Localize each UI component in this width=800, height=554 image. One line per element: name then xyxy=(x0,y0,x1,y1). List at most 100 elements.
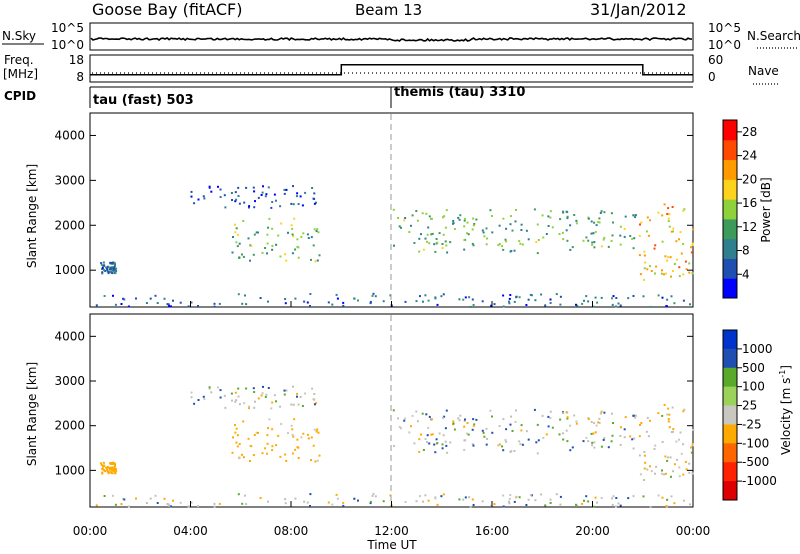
power-cell xyxy=(115,270,118,272)
power-cell xyxy=(291,233,294,236)
power-cell xyxy=(514,220,517,223)
velocity-cell xyxy=(102,464,104,467)
power-cell xyxy=(392,208,395,211)
power-cell xyxy=(235,227,238,230)
power-cell xyxy=(607,245,610,248)
velocity-cell xyxy=(419,495,421,498)
power-cell xyxy=(427,226,430,229)
freq-unit: [MHz] xyxy=(3,67,38,81)
velocity-cell xyxy=(149,497,152,500)
power-cell xyxy=(555,293,558,296)
velocity-cell xyxy=(217,386,219,389)
velocity-cell xyxy=(234,424,236,427)
velocity-cell xyxy=(673,502,676,505)
power-cell xyxy=(440,295,443,298)
velocity-colorbar-label: -500 xyxy=(742,455,769,469)
power-cell xyxy=(675,240,678,243)
power-cell xyxy=(252,186,255,189)
velocity-cell xyxy=(271,445,274,448)
power-cell xyxy=(353,297,356,300)
power-colorbar-segment xyxy=(723,139,737,161)
velocity-cell xyxy=(242,456,245,459)
power-cell xyxy=(301,204,304,207)
velocity-cell xyxy=(649,506,652,508)
power-cell xyxy=(104,269,107,272)
velocity-cell xyxy=(508,497,511,500)
velocity-cell xyxy=(250,445,253,448)
velocity-cell xyxy=(241,453,243,456)
velocity-cell xyxy=(466,422,469,424)
velocity-cell xyxy=(634,414,637,417)
velocity-cell xyxy=(650,470,653,473)
power-cell xyxy=(464,296,467,299)
power-cell xyxy=(673,263,676,265)
velocity-cell xyxy=(485,427,488,430)
velocity-cell xyxy=(252,454,255,456)
power-cell xyxy=(533,208,536,211)
power-cell xyxy=(481,300,484,303)
date-title: 31/Jan/2012 xyxy=(590,0,687,19)
power-cell xyxy=(248,206,250,209)
velocity-ytick-label: 3000 xyxy=(54,374,85,388)
velocity-cell xyxy=(213,502,216,505)
power-cell xyxy=(667,220,670,223)
velocity-cell xyxy=(426,434,429,437)
power-cell xyxy=(645,230,648,233)
power-cell xyxy=(413,242,416,244)
velocity-cell xyxy=(623,428,626,431)
velocity-cell xyxy=(299,396,302,398)
velocity-cell xyxy=(661,414,664,417)
power-colorbar-segment xyxy=(723,179,737,200)
power-cell xyxy=(120,303,123,305)
nsearch-tick-bottom: 10^0 xyxy=(708,38,741,52)
velocity-cell xyxy=(438,432,441,435)
power-cell xyxy=(264,247,267,249)
power-colorbar-segment xyxy=(723,199,737,220)
power-cell xyxy=(654,272,656,275)
velocity-cell xyxy=(457,417,460,420)
power-cell xyxy=(411,214,414,217)
power-cell xyxy=(166,303,169,306)
power-cell xyxy=(408,231,411,233)
velocity-cell xyxy=(549,502,552,504)
power-cell xyxy=(529,293,532,296)
power-cell xyxy=(610,239,613,242)
velocity-cell xyxy=(441,447,444,450)
power-colorbar-segment xyxy=(723,159,737,180)
velocity-cell xyxy=(629,435,632,438)
power-cell xyxy=(537,239,540,241)
velocity-cell xyxy=(106,469,109,472)
power-cell xyxy=(685,268,688,271)
power-colorbar-label: 28 xyxy=(742,125,757,139)
velocity-cell xyxy=(253,406,256,409)
power-cell xyxy=(271,248,274,251)
power-colorbar-label: 8 xyxy=(742,244,750,258)
velocity-cell xyxy=(331,503,334,506)
power-colorbar-label: 16 xyxy=(742,196,757,210)
power-cell xyxy=(497,244,500,247)
power-cell xyxy=(566,215,569,218)
power-cell xyxy=(664,255,667,258)
velocity-cell xyxy=(520,424,523,427)
power-cell xyxy=(463,239,466,242)
velocity-cell xyxy=(458,498,461,501)
power-cell xyxy=(647,234,650,237)
velocity-cell xyxy=(115,467,117,470)
power-cell xyxy=(615,297,618,299)
power-cell xyxy=(187,305,190,308)
power-cell xyxy=(565,210,568,213)
power-cell xyxy=(468,296,471,299)
velocity-cell xyxy=(411,414,414,417)
power-cell xyxy=(575,219,578,222)
velocity-cell xyxy=(463,425,466,428)
velocity-cell xyxy=(587,418,590,421)
velocity-cell xyxy=(518,440,521,443)
power-cell xyxy=(219,196,222,198)
velocity-cell xyxy=(313,428,316,431)
power-cell xyxy=(590,232,593,235)
power-cell xyxy=(335,293,338,296)
velocity-cell xyxy=(279,405,282,408)
velocity-cell xyxy=(120,503,123,505)
power-cell xyxy=(638,254,641,257)
